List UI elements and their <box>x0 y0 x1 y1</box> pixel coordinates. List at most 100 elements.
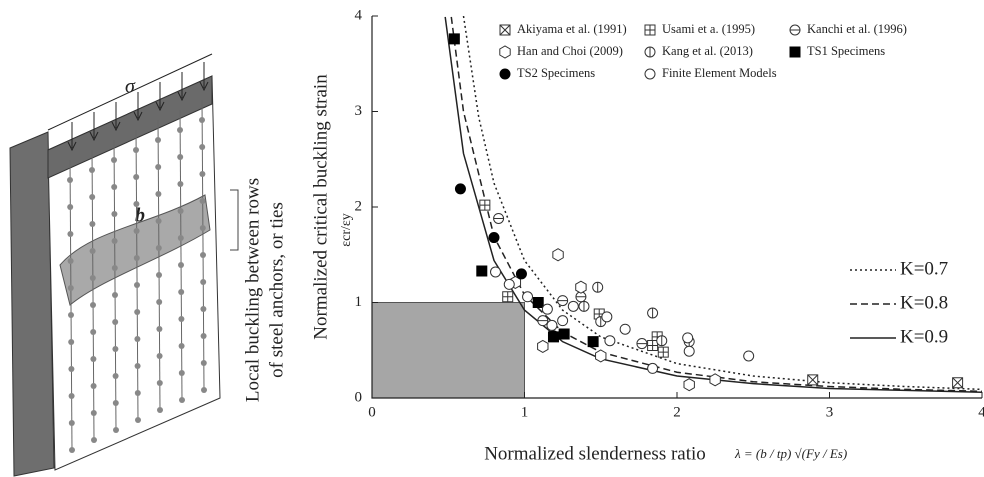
data-point <box>587 336 599 348</box>
data-point <box>743 350 755 362</box>
data-point <box>683 345 695 357</box>
anchor <box>67 177 73 183</box>
data-point <box>552 248 564 262</box>
anchor <box>90 302 96 308</box>
legend-label: Akiyama et al. (1991) <box>517 22 627 36</box>
data-point <box>557 295 569 307</box>
anchor <box>89 221 96 227</box>
legend-label: Finite Element Models <box>662 66 777 80</box>
anchor <box>111 184 118 190</box>
data-point <box>952 377 964 389</box>
anchor <box>156 299 163 305</box>
anchor <box>90 356 97 362</box>
x-axis-formula: λ = (b / tp) √(Fy / Es) <box>734 446 847 461</box>
anchor <box>134 390 141 396</box>
load-arrow <box>111 102 121 132</box>
anchor <box>201 387 207 393</box>
data-point <box>558 328 570 340</box>
anchor <box>177 154 184 160</box>
legend-label: Kanchi et al. (1996) <box>807 22 907 36</box>
y-tick-label: 2 <box>355 198 363 214</box>
y-tick-label: 3 <box>355 103 363 119</box>
anchor <box>68 312 74 318</box>
anchor <box>68 393 75 399</box>
data-point <box>592 281 604 293</box>
legend-label: K=0.7 <box>900 258 948 279</box>
legend-marker <box>644 68 656 80</box>
data-point <box>657 346 669 358</box>
legend-marker <box>499 68 511 80</box>
anchor <box>67 285 74 291</box>
data-point <box>647 362 659 374</box>
data-point <box>683 378 695 392</box>
y-axis-symbol: εcr/εy <box>339 213 354 247</box>
data-point <box>515 268 527 280</box>
anchor <box>156 326 163 332</box>
anchor <box>89 275 96 281</box>
anchor <box>134 363 141 369</box>
anchor <box>177 208 184 214</box>
anchor <box>200 279 207 285</box>
anchor <box>90 383 97 389</box>
anchor <box>199 225 206 231</box>
data-point <box>522 291 534 303</box>
width-label: b <box>135 205 145 227</box>
anchor <box>69 447 75 453</box>
anchor <box>89 194 96 200</box>
load-line <box>47 53 213 131</box>
data-point <box>647 307 659 319</box>
anchor <box>67 231 74 237</box>
anchor <box>133 201 140 207</box>
y-tick-label: 4 <box>355 7 363 23</box>
data-point <box>488 232 500 243</box>
anchor <box>133 255 140 261</box>
anchor <box>155 137 161 143</box>
anchor <box>155 191 162 197</box>
legend-marker <box>789 46 801 58</box>
anchor <box>200 252 206 258</box>
anchor <box>178 316 185 322</box>
legend-label: Han and Choi (2009) <box>517 44 623 58</box>
data-point <box>709 373 721 387</box>
anchor <box>112 346 119 352</box>
legend-label: K=0.8 <box>900 292 948 313</box>
load-arrow <box>177 72 187 102</box>
load-arrow <box>67 122 77 152</box>
data-point <box>647 339 659 351</box>
x-tick-label: 0 <box>368 404 376 420</box>
anchor <box>112 319 119 325</box>
data-point <box>537 339 549 354</box>
anchor <box>200 306 207 312</box>
anchor <box>156 353 163 359</box>
anchor <box>111 265 118 271</box>
anchor <box>156 380 163 386</box>
anchor <box>68 366 75 372</box>
anchor <box>200 360 207 366</box>
data-point <box>601 311 613 323</box>
anchor <box>178 370 185 376</box>
data-point <box>619 323 631 335</box>
legend-marker <box>499 24 511 36</box>
anchor <box>133 174 140 180</box>
x-axis-label: Normalized slenderness ratio <box>484 443 706 464</box>
load-arrow <box>133 92 143 122</box>
data-point <box>502 291 514 303</box>
anchor <box>178 262 184 268</box>
buckle-wave <box>59 194 211 306</box>
back-plate <box>9 131 55 477</box>
load-arrow <box>199 62 209 92</box>
data-point <box>578 300 590 312</box>
anchor <box>89 167 95 173</box>
anchor <box>155 218 162 224</box>
legend-marker <box>644 24 656 36</box>
anchor <box>199 144 206 150</box>
y-tick-label: 1 <box>355 294 363 310</box>
anchor <box>90 329 97 335</box>
diagram: σ b Local buckling between rows of steel… <box>9 53 287 477</box>
legend-marker <box>644 46 656 58</box>
data-point <box>547 330 559 342</box>
anchor <box>134 282 140 288</box>
data-point <box>541 303 553 315</box>
data-point <box>604 335 616 347</box>
anchor <box>199 198 206 204</box>
